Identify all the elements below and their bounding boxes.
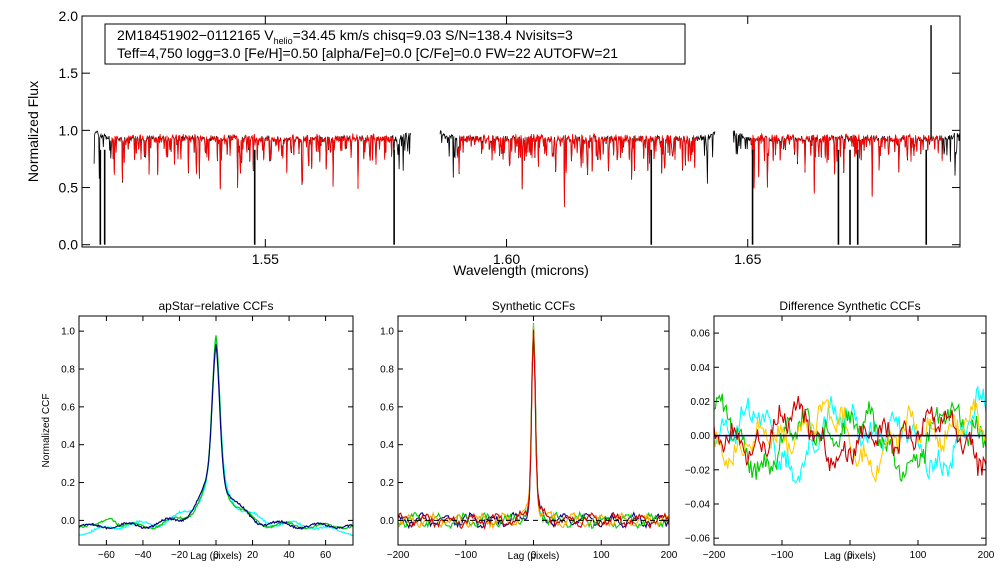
spectrum-model-line bbox=[750, 132, 943, 197]
apstar-ccf-line-combined bbox=[79, 344, 353, 531]
difference-ytick-label: −0.02 bbox=[685, 465, 711, 476]
apstar-frame bbox=[78, 315, 354, 546]
synthetic-ytick-label: 0.0 bbox=[380, 516, 394, 527]
apstar-title: apStar−relative CCFs bbox=[158, 299, 273, 313]
synthetic-axes: −200 −100 0 100 200 0.0 0.2 0.4 0.6 0.8 1.0 Lag (pi… bbox=[380, 299, 678, 562]
difference-xtick-label: 100 bbox=[910, 550, 927, 561]
spectrum-ytick-label: 2.0 bbox=[59, 8, 79, 24]
difference-xtick-label: 200 bbox=[978, 550, 995, 561]
apstar-ytick-label: 0.4 bbox=[61, 440, 75, 451]
apstar-ytick-label: 0.8 bbox=[61, 364, 75, 375]
apstar-ytick-label: 0.2 bbox=[61, 478, 75, 489]
difference-title: Difference Synthetic CCFs bbox=[779, 299, 920, 313]
difference-plot-area bbox=[714, 385, 986, 484]
synthetic-frame bbox=[397, 315, 670, 546]
difference-ccf-line-diff-2 bbox=[714, 393, 986, 483]
synthetic-title: Synthetic CCFs bbox=[492, 299, 575, 313]
synthetic-ccf-line-visit-4 bbox=[398, 329, 669, 531]
synthetic-ytick-label: 1.0 bbox=[380, 327, 394, 338]
difference-ytick-label: −0.06 bbox=[685, 534, 711, 545]
apstar-ylabel: Normalized CCF bbox=[41, 394, 52, 468]
synthetic-ytick-label: 0.2 bbox=[380, 478, 394, 489]
difference-ytick-label: 0.04 bbox=[691, 363, 711, 374]
spectrum-plot-area bbox=[93, 25, 960, 245]
synthetic-plot-area bbox=[398, 323, 669, 531]
synthetic-xtick-label: 0 bbox=[531, 550, 537, 561]
spectrum-xlabel: Wavelength (microns) bbox=[453, 262, 589, 278]
spectrum-frame bbox=[81, 15, 961, 248]
synthetic-xtick-label: −200 bbox=[387, 550, 410, 561]
apstar-xtick-label: 0 bbox=[213, 550, 219, 561]
synthetic-xlabel: Lag (pixels) bbox=[508, 551, 560, 562]
apstar-ccf-line-visit-2 bbox=[79, 335, 353, 531]
apstar-xlabel: Lag (pixels) bbox=[190, 551, 242, 562]
synthetic-ytick-label: 0.4 bbox=[380, 440, 394, 451]
spectrum-axes: 1.55 1.60 1.65 0.0 0.5 1.0 1.5 2.0 Wavelength (m… bbox=[25, 8, 961, 278]
spectrum-info-line2: Teff=4,750 logg=3.0 [Fe/H]=0.50 [alpha/F… bbox=[117, 45, 618, 61]
apstar-xtick-label: −20 bbox=[171, 550, 188, 561]
spectrum-model-line bbox=[456, 133, 698, 208]
apstar-xtick-label: 60 bbox=[320, 550, 332, 561]
apstar-ytick-label: 0.6 bbox=[61, 402, 75, 413]
apstar-ytick-label: 1.0 bbox=[61, 327, 75, 338]
difference-ytick-label: 0.02 bbox=[691, 397, 711, 408]
difference-xtick-label: −200 bbox=[703, 550, 726, 561]
apstar-ytick-label: 0.0 bbox=[61, 516, 75, 527]
spectrum-ytick-label: 1.5 bbox=[59, 65, 79, 81]
spectrum-ytick-label: 1.0 bbox=[59, 122, 79, 138]
apstar-ccf-line-visit-1 bbox=[79, 338, 353, 537]
synthetic-xtick-label: 100 bbox=[593, 550, 610, 561]
synthetic-ccf-line-visit-1 bbox=[398, 325, 669, 530]
difference-ytick-label: −0.04 bbox=[685, 499, 711, 510]
synthetic-ccf-line-visit-2 bbox=[398, 323, 669, 530]
spectrum-info-box: 2M18451902−0112165 Vhelio=34.45 km/s chi… bbox=[104, 23, 686, 65]
difference-axes: −200 −100 0 100 200 −0.06 −0.04 −0.02 0.00 0.02 0.… bbox=[685, 299, 995, 562]
spectrum-model-line bbox=[111, 133, 394, 190]
spectrum-ytick-label: 0.5 bbox=[59, 179, 79, 195]
apstar-plot-area bbox=[79, 335, 353, 537]
info-star-id: 2M18451902−0112165 V bbox=[117, 27, 274, 43]
info-v-subscript: helio bbox=[274, 36, 293, 46]
spectrum-xtick-label: 1.60 bbox=[493, 251, 520, 267]
apstar-axes: −60 −40 −20 0 20 40 60 0.0 0.2 0.4 0.6 0.8 1.0 Lag (p… bbox=[41, 299, 354, 562]
spectrum-info-line1: 2M18451902−0112165 Vhelio=34.45 km/s chi… bbox=[117, 27, 573, 46]
synthetic-xtick-label: 200 bbox=[661, 550, 678, 561]
difference-ytick-label: 0.00 bbox=[691, 431, 711, 442]
apstar-xtick-label: −40 bbox=[134, 550, 151, 561]
spectrum-ylabel: Normalized Flux bbox=[25, 81, 41, 182]
difference-ytick-label: 0.06 bbox=[691, 329, 711, 340]
synthetic-ytick-label: 0.8 bbox=[380, 364, 394, 375]
difference-ccf-line-diff-1 bbox=[714, 385, 986, 484]
apstar-xtick-label: −60 bbox=[98, 550, 115, 561]
difference-ccf-line-diff-3 bbox=[714, 398, 986, 483]
difference-xtick-label: 0 bbox=[847, 550, 853, 561]
spectrum-xtick-label: 1.65 bbox=[734, 251, 761, 267]
synthetic-xtick-label: −100 bbox=[454, 550, 477, 561]
synthetic-ccf-line-visit-3 bbox=[398, 324, 669, 530]
spectrum-info-frame bbox=[104, 23, 686, 65]
difference-xlabel: Lag (pixels) bbox=[824, 551, 876, 562]
difference-xtick-label: −100 bbox=[771, 550, 794, 561]
info-v-value: =34.45 km/s chisq=9.03 S/N=138.4 Nvisits… bbox=[293, 27, 573, 43]
apstar-xtick-label: 20 bbox=[247, 550, 259, 561]
difference-ccf-line-diff-4 bbox=[714, 395, 986, 476]
apstar-xtick-label: 40 bbox=[284, 550, 296, 561]
spectrum-xtick-label: 1.55 bbox=[252, 251, 279, 267]
synthetic-ytick-label: 0.6 bbox=[380, 402, 394, 413]
spectrum-ytick-label: 0.0 bbox=[59, 237, 79, 253]
